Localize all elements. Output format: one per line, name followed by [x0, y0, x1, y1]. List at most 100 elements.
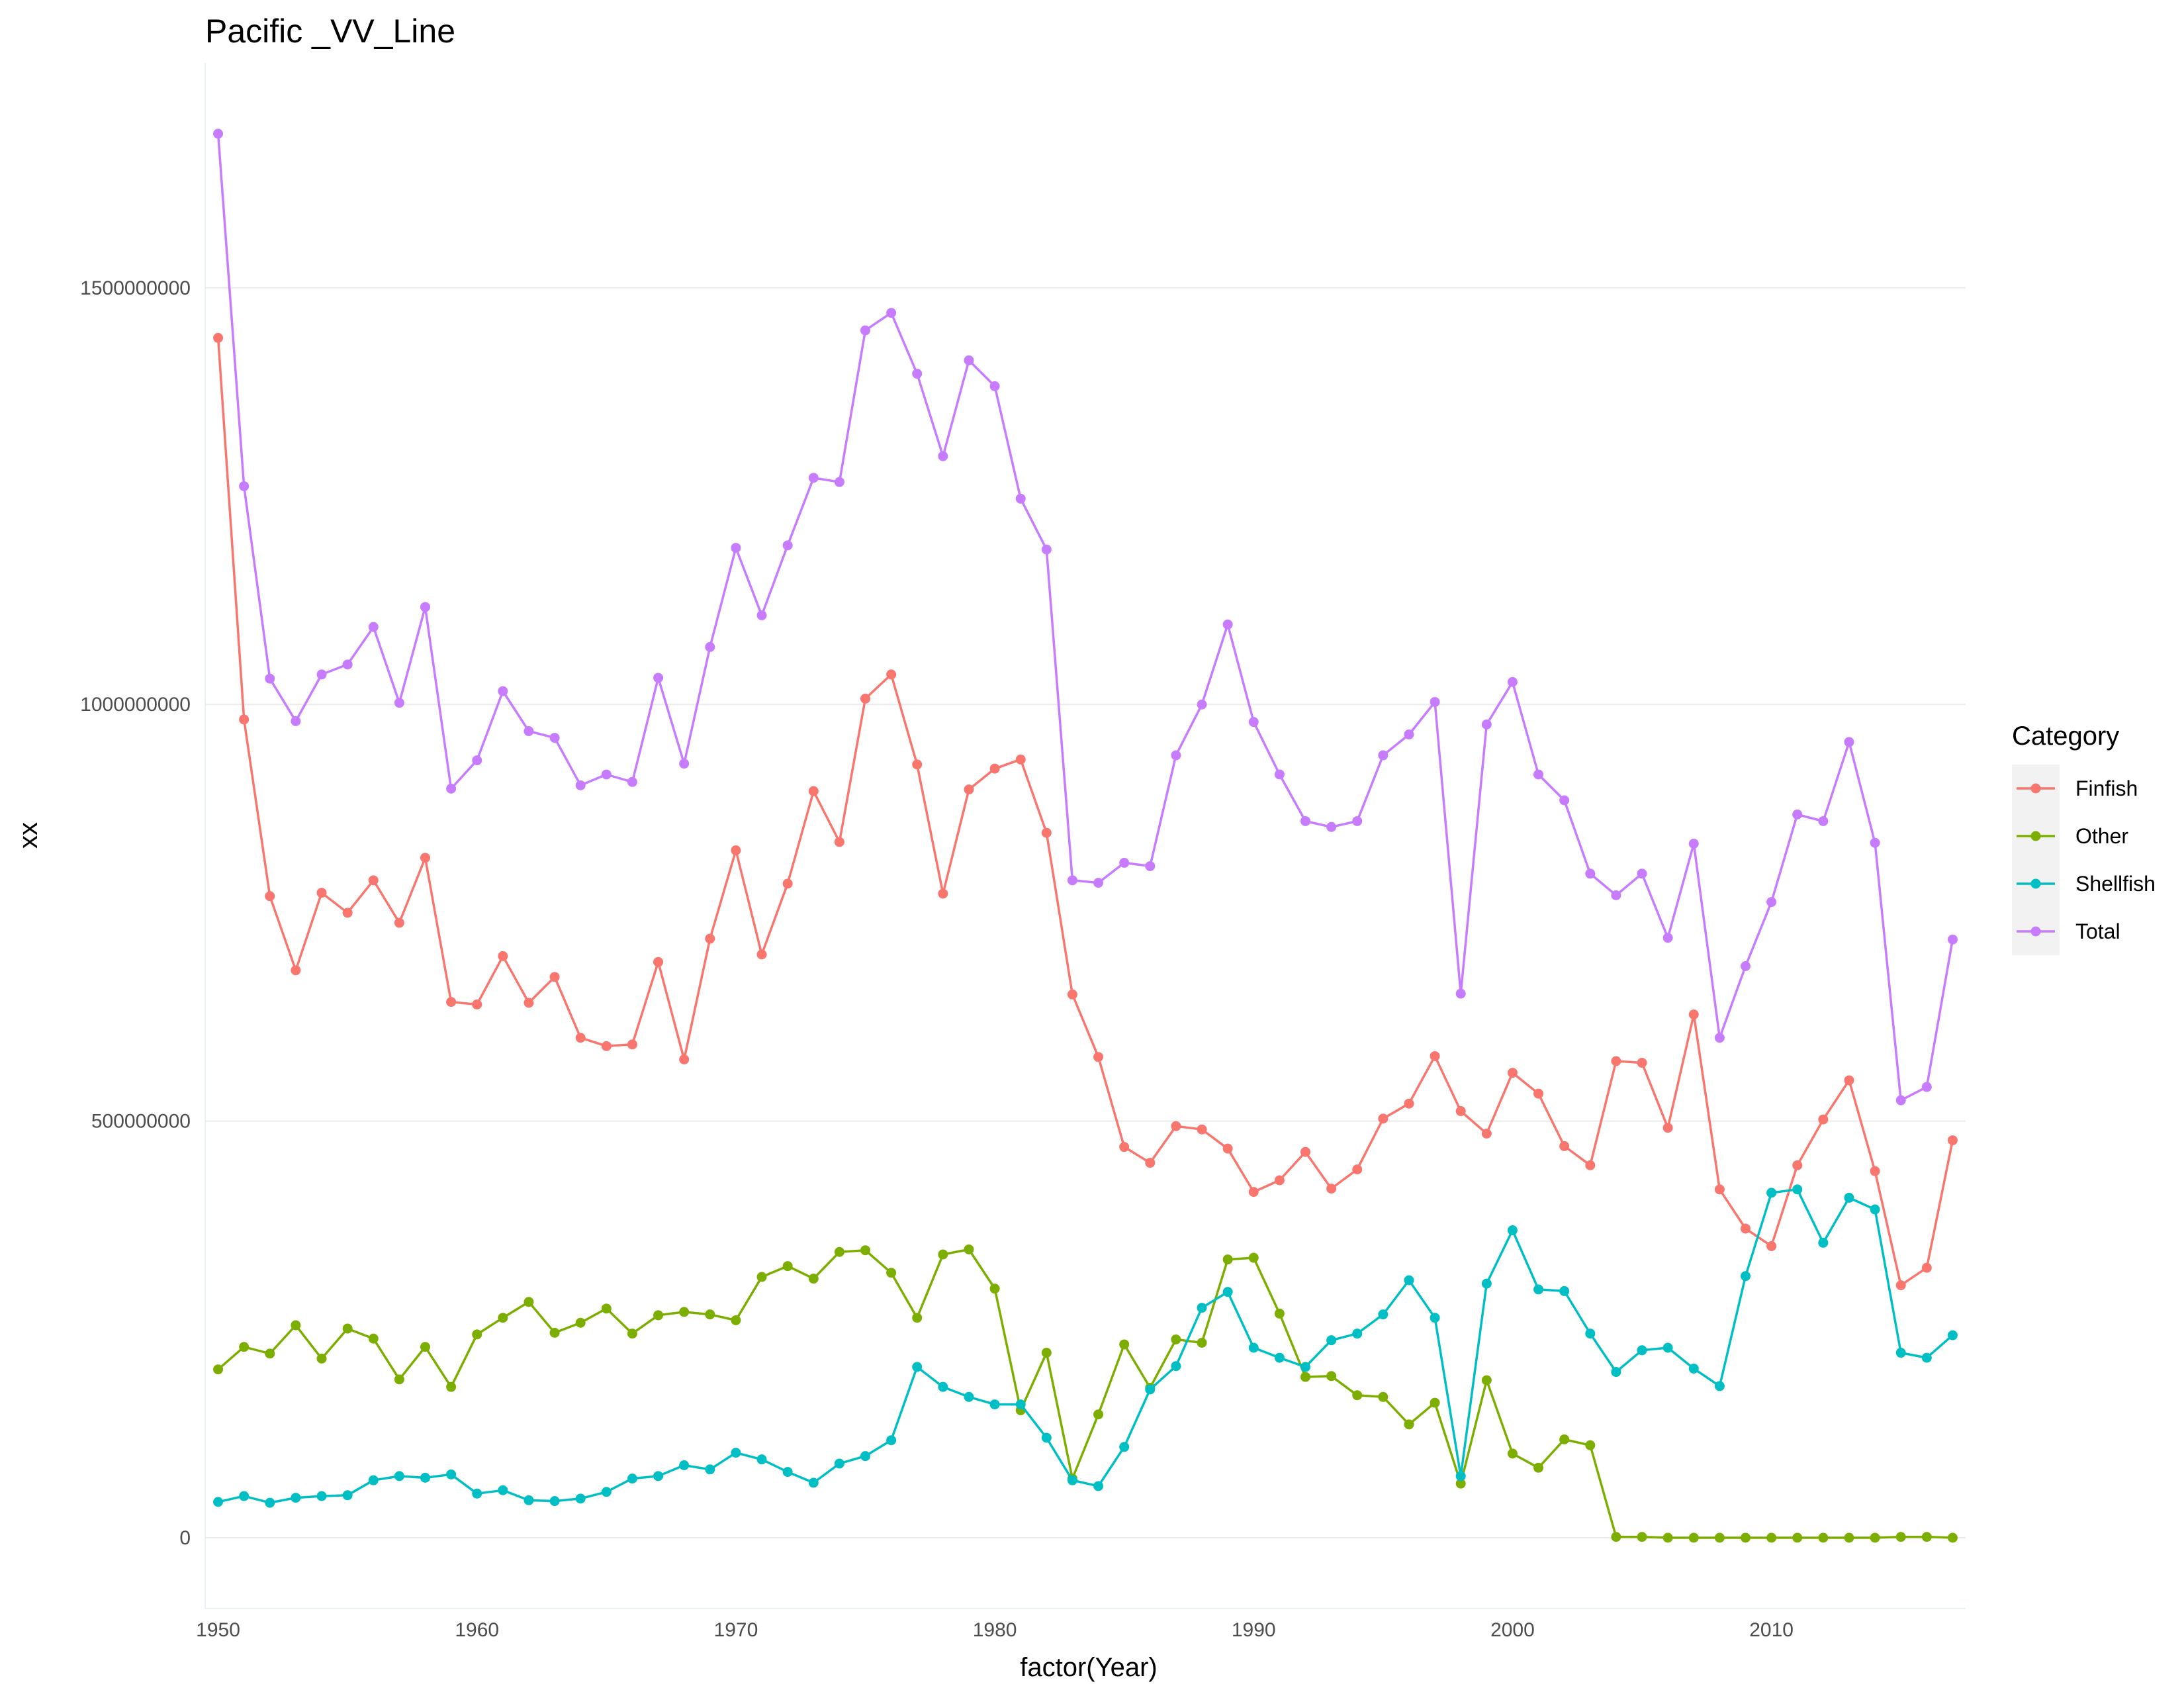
data-point-other: [782, 1261, 793, 1272]
data-point-shellfish: [1533, 1284, 1544, 1295]
data-point-other: [938, 1249, 948, 1260]
data-point-finfish: [1430, 1051, 1440, 1061]
data-point-shellfish: [1688, 1363, 1699, 1374]
data-point-finfish: [523, 998, 534, 1008]
data-point-shellfish: [653, 1471, 664, 1481]
data-point-other: [1921, 1532, 1932, 1542]
data-point-total: [1533, 769, 1544, 780]
data-point-shellfish: [782, 1467, 793, 1477]
data-point-other: [1248, 1252, 1259, 1263]
x-tick-label: 1950: [196, 1619, 240, 1641]
data-point-other: [679, 1307, 690, 1317]
data-point-total: [1222, 619, 1233, 630]
y-tick-label: 1000000000: [80, 694, 191, 716]
data-point-finfish: [1248, 1187, 1259, 1197]
data-point-total: [446, 783, 457, 794]
y-axis-title: xx: [14, 822, 43, 849]
data-point-finfish: [601, 1041, 612, 1051]
data-point-finfish: [1792, 1160, 1803, 1170]
data-point-other: [213, 1364, 224, 1375]
data-point-other: [705, 1309, 715, 1320]
data-point-finfish: [1274, 1175, 1285, 1186]
data-point-total: [213, 128, 224, 139]
data-point-other: [394, 1374, 404, 1385]
data-point-shellfish: [1378, 1309, 1388, 1320]
data-point-finfish: [1533, 1088, 1544, 1099]
data-point-total: [1585, 868, 1596, 879]
data-point-finfish: [1222, 1143, 1233, 1154]
data-point-finfish: [834, 837, 844, 847]
data-point-other: [886, 1268, 897, 1278]
series-shellfish: [213, 1184, 1958, 1508]
data-point-total: [1921, 1082, 1932, 1092]
data-point-total: [886, 308, 897, 318]
data-point-other: [1688, 1532, 1699, 1543]
data-point-shellfish: [601, 1487, 612, 1497]
data-point-shellfish: [1766, 1188, 1777, 1198]
data-point-total: [1844, 737, 1854, 747]
data-point-finfish: [705, 933, 715, 944]
data-point-shellfish: [1015, 1399, 1026, 1410]
data-point-total: [472, 755, 482, 766]
data-point-total: [1714, 1033, 1725, 1043]
data-point-total: [1688, 838, 1699, 849]
data-point-other: [368, 1333, 379, 1344]
data-point-other: [1792, 1532, 1803, 1543]
data-point-total: [601, 769, 612, 780]
legend-key-point: [2030, 878, 2041, 889]
data-point-shellfish: [1145, 1384, 1156, 1395]
data-point-shellfish: [1637, 1345, 1647, 1356]
data-point-other: [1870, 1532, 1880, 1543]
data-point-other: [1947, 1532, 1958, 1543]
data-point-shellfish: [627, 1474, 637, 1484]
data-point-finfish: [549, 972, 560, 982]
data-point-total: [1119, 857, 1130, 868]
data-point-other: [808, 1274, 819, 1284]
data-point-total: [912, 369, 923, 379]
x-tick-label: 1960: [455, 1619, 499, 1641]
data-point-total: [1197, 699, 1207, 710]
data-point-shellfish: [1895, 1348, 1906, 1358]
data-point-total: [1559, 795, 1570, 806]
y-tick-label: 1500000000: [80, 277, 191, 299]
data-point-other: [1171, 1334, 1181, 1344]
data-point-total: [316, 669, 327, 680]
data-point-shellfish: [1041, 1432, 1052, 1443]
data-point-shellfish: [523, 1495, 534, 1505]
data-point-finfish: [368, 875, 379, 886]
data-point-other: [1352, 1390, 1363, 1401]
data-point-other: [498, 1313, 508, 1323]
x-tick-label: 2000: [1490, 1619, 1535, 1641]
data-point-shellfish: [860, 1451, 870, 1462]
data-point-total: [731, 543, 741, 553]
data-point-finfish: [316, 888, 327, 898]
data-point-finfish: [1093, 1052, 1104, 1062]
data-point-shellfish: [1921, 1352, 1932, 1363]
y-axis-tick-labels: 0 500000000 1000000000 1500000000: [80, 277, 191, 1549]
data-point-other: [1093, 1409, 1104, 1420]
data-point-total: [291, 716, 301, 726]
data-point-shellfish: [446, 1469, 457, 1479]
data-point-total: [1481, 719, 1492, 729]
data-point-other: [653, 1310, 664, 1321]
data-point-finfish: [498, 951, 508, 961]
legend-item-other: Other: [2012, 812, 2128, 860]
data-point-total: [265, 673, 275, 684]
data-point-total: [782, 540, 793, 551]
data-point-shellfish: [1507, 1225, 1518, 1236]
data-point-shellfish: [938, 1382, 948, 1392]
data-point-finfish: [1197, 1124, 1207, 1135]
data-point-shellfish: [964, 1391, 974, 1402]
legend-item-shellfish: Shellfish: [2012, 860, 2156, 908]
data-point-total: [1895, 1095, 1906, 1105]
data-point-finfish: [653, 957, 664, 967]
data-point-other: [756, 1272, 767, 1282]
data-point-total: [1818, 816, 1829, 826]
data-point-other: [1662, 1532, 1673, 1543]
data-point-finfish: [782, 878, 793, 889]
data-point-finfish: [394, 917, 404, 928]
data-point-total: [808, 473, 819, 483]
legend-items: Finfish Other Shellfish Total: [2012, 765, 2156, 955]
